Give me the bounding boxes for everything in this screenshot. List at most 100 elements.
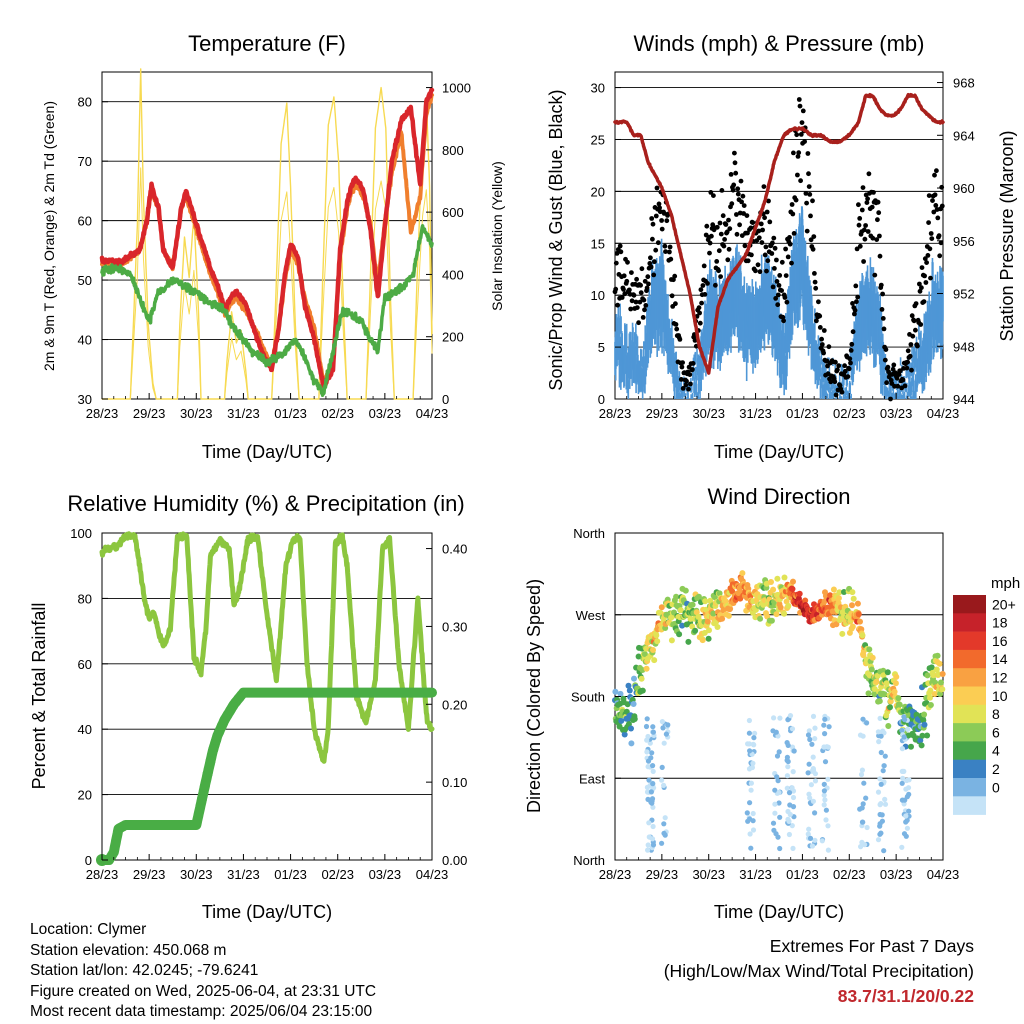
wind-gust-point [939,184,945,190]
wind-gust-point [929,236,935,242]
right-tick-label: 956 [953,234,975,249]
light-wind-point [860,733,866,739]
light-wind-point [789,823,795,829]
light-wind-point [661,740,667,746]
light-wind-point [810,754,816,760]
light-wind-point [875,729,882,735]
light-wind-point [821,792,827,798]
wind-gust-point [644,285,650,291]
time-tick-label: 29/23 [646,867,679,882]
wind-gust-point [707,240,713,246]
light-wind-point [879,818,886,824]
light-wind-point [650,724,656,730]
wind-direction-point [921,711,928,718]
time-tick-label: 30/23 [692,406,725,421]
wind-gust-point [705,281,710,286]
wind-gust-point [871,190,876,195]
wind-gust-point [789,260,794,266]
wind-gust-point [714,224,720,230]
wind-gust-point [629,270,634,275]
light-wind-point [876,739,882,745]
wind-gust-point [779,288,784,293]
wind-gust-point [917,288,923,294]
left-tick-label: 40 [78,333,92,348]
wind-gust-point [677,337,683,342]
colorbar-label: 14 [992,651,1008,667]
light-wind-point [821,802,827,808]
wind-gust-point [852,307,858,313]
wind-gust-point [879,307,885,312]
wind-gust-point [875,199,881,205]
wind-direction-point [933,666,940,673]
wind-direction-point [626,687,633,694]
wind-gust-point [648,264,654,270]
wind-gust-point [900,377,906,383]
wind-gust-point [777,273,783,278]
wind-direction-point [934,652,941,659]
light-wind-point [812,736,818,742]
wind-gust-point [702,292,708,297]
wind-gust-point [790,211,796,217]
light-wind-point [650,768,656,775]
right-tick-label: 0.40 [442,542,467,557]
light-wind-point [860,801,866,807]
light-wind-point [647,740,653,746]
time-tick-label: 01/23 [786,867,819,882]
wind-gust-point [846,366,852,372]
wind-direction-point [880,672,887,679]
relative-humidity-line [99,531,435,764]
humidity-right-ticks: 0.00 0.10 0.20 0.30 0.40 [426,542,467,868]
wind-gust-point [800,108,806,114]
direction-colorbar: 20+ 18 16 14 12 10 8 6 4 2 0 [953,595,1016,815]
colorbar-swatch [953,723,986,742]
wind-gust-point [828,379,834,385]
light-wind-point [774,753,781,759]
light-wind-point [878,781,884,787]
time-tick-label: 30/23 [692,867,725,882]
wind-direction-point [692,627,699,634]
wind-direction-point [849,602,855,609]
wind-gust-point [634,276,639,282]
wind-direction-point [757,615,764,622]
left-tick-label: 15 [591,236,605,251]
wind-gust-point [760,227,765,233]
wind-gust-point [913,301,919,306]
colorbar-swatch [953,741,986,760]
wind-gust-point [902,383,908,389]
left-tick-label: 0 [85,853,92,868]
wind-gust-point [852,311,857,317]
wind-gust-point [759,240,765,245]
wind-gust-point [854,246,860,252]
left-tick-label: 0 [598,392,605,407]
time-tick-label: 02/23 [833,867,866,882]
wind-gust-point [634,305,640,310]
wind-gust-point [812,271,817,276]
time-tick-label: 01/23 [786,406,819,421]
colorbar-label: 18 [992,615,1008,631]
wind-gust-point [796,150,802,156]
light-wind-point [822,759,829,765]
wind-gust-point [770,240,775,246]
wind-gust-point [936,233,942,239]
light-wind-point [746,730,753,736]
light-wind-point [858,844,864,850]
wind-gust-point [935,215,941,221]
light-wind-point [899,780,905,786]
wind-gust-point [872,272,878,278]
light-wind-point [903,786,909,792]
wind-gust-point [839,389,845,395]
wind-gust-point [928,231,934,236]
wind-direction-point [789,586,796,592]
light-wind-point [807,736,813,743]
left-tick-label: 50 [78,273,92,288]
humidity-title: Relative Humidity (%) & Precipitation (i… [67,491,464,516]
light-wind-point [825,847,832,853]
wind-gust-point [896,372,902,377]
wind-gust-point [845,374,851,379]
wind-gust-point [856,202,861,208]
wind-gust-point [866,171,872,177]
wind-gust-point [925,253,931,258]
wind-direction-point [710,610,717,617]
wind-direction-point [876,698,883,705]
temperature-time-ticks: 28/23 29/23 30/23 31/23 01/23 02/23 03/23 04/23 [86,393,448,421]
